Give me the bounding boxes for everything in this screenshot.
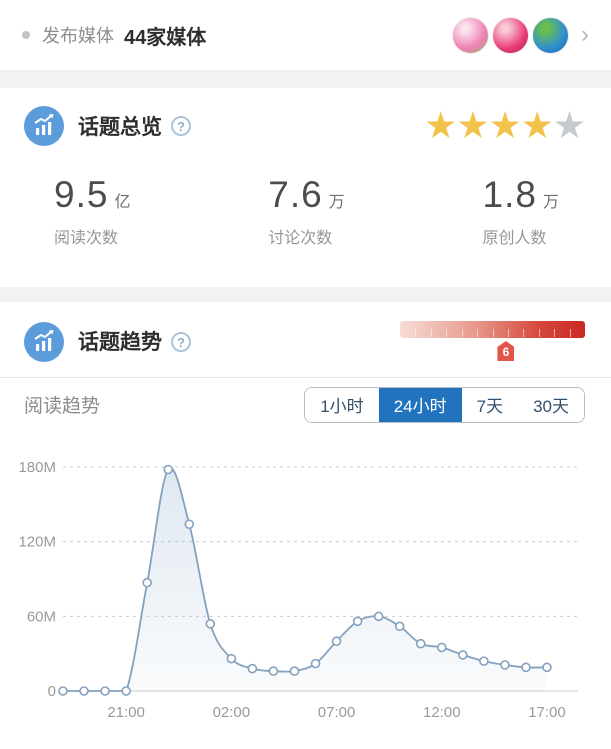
stat-value: 7.6 — [268, 174, 323, 215]
topic-trend-section: 话题趋势 ? 6 阅读趋势 1小时 24小时 7天 30天 0 60M 120M 180M 2… — [0, 302, 611, 746]
tab-30天[interactable]: 30天 — [518, 387, 584, 422]
stat-unit: 万 — [328, 194, 345, 211]
stat-original-authors: 1.8 万 原创人数 — [483, 174, 559, 248]
data-point-marker[interactable] — [205, 619, 216, 629]
data-point-marker[interactable] — [247, 663, 258, 674]
rating-stars: ★ ★ ★ ★ ★ — [424, 105, 586, 146]
gauge-tick — [477, 329, 479, 337]
data-point-marker[interactable] — [373, 611, 384, 622]
data-point-marker[interactable] — [163, 464, 174, 475]
data-point-marker[interactable] — [436, 642, 447, 653]
data-point-marker[interactable] — [289, 666, 300, 676]
publisher-label: 发布媒体 — [42, 26, 114, 46]
stat-discussions: 7.6 万 讨论次数 — [268, 174, 344, 248]
data-point-marker[interactable] — [226, 653, 237, 664]
stat-reads: 9.5 亿 阅读次数 — [54, 174, 130, 248]
heat-gauge-bar — [400, 321, 585, 338]
data-point-marker[interactable] — [394, 621, 405, 632]
star-icon: ★ — [488, 105, 521, 146]
y-axis-tick-label: 180M — [18, 459, 56, 476]
gauge-tick — [430, 329, 432, 337]
chart-trend-icon — [24, 322, 64, 362]
media-avatar-1[interactable] — [452, 16, 489, 54]
data-point-marker[interactable] — [331, 636, 342, 647]
data-point-marker[interactable] — [458, 650, 468, 660]
trend-chart-svg: 0 60M 120M 180M 21:00 02:00 07:00 12:00 17:00 — [18, 459, 578, 721]
x-axis-tick-label: 17:00 — [528, 704, 566, 721]
data-point-marker[interactable] — [58, 686, 68, 696]
gauge-tick — [415, 329, 417, 337]
tab-24小时[interactable]: 24小时 — [378, 387, 462, 422]
section-separator — [0, 70, 611, 88]
stat-unit: 万 — [542, 194, 559, 211]
help-icon[interactable]: ? — [171, 116, 191, 136]
data-point-marker[interactable] — [352, 616, 363, 627]
topic-overview-section: 话题总览 ? ★ ★ ★ ★ ★ 9.5 亿 阅读次数 7.6 万 讨论次数 1.8 万… — [0, 88, 611, 287]
heat-gauge: 6 — [400, 315, 585, 363]
gauge-tick — [523, 329, 525, 337]
x-axis-tick-label: 21:00 — [107, 704, 145, 721]
media-avatar-3[interactable] — [532, 16, 569, 54]
data-point-marker[interactable] — [415, 638, 426, 649]
data-point-marker[interactable] — [79, 686, 89, 696]
media-avatar-2[interactable] — [492, 16, 529, 54]
publisher-count: 44家媒体 — [124, 26, 207, 49]
trend-title: 话题趋势 — [78, 331, 162, 354]
bullet-dot-icon — [22, 31, 30, 39]
data-point-marker[interactable] — [100, 686, 110, 696]
gauge-tick — [461, 329, 463, 337]
star-icon: ★ — [552, 105, 586, 146]
x-axis-tick-label: 12:00 — [423, 704, 461, 721]
data-point-marker[interactable] — [479, 656, 489, 666]
tab-7天[interactable]: 7天 — [461, 387, 519, 422]
chevron-right-icon[interactable]: › — [581, 21, 589, 48]
data-point-marker[interactable] — [184, 519, 195, 530]
gauge-tick — [569, 329, 571, 337]
reading-trend-label: 阅读趋势 — [24, 396, 101, 417]
x-axis-tick-label: 07:00 — [318, 704, 356, 721]
time-range-tabs: 1小时 24小时 7天 30天 — [304, 386, 585, 423]
gauge-tick — [507, 329, 509, 337]
star-icon: ★ — [520, 105, 554, 146]
data-point-marker[interactable] — [121, 686, 131, 696]
stat-label: 原创人数 — [482, 230, 547, 247]
data-point-marker[interactable] — [500, 660, 510, 670]
help-icon[interactable]: ? — [171, 332, 191, 352]
publisher-media-row[interactable]: 发布媒体 44家媒体 › — [0, 0, 611, 70]
data-point-marker[interactable] — [521, 662, 531, 673]
divider — [0, 377, 611, 378]
chart-area-fill — [63, 467, 547, 691]
gauge-tick — [446, 329, 448, 337]
overview-title: 话题总览 — [78, 116, 162, 139]
stat-label: 阅读次数 — [54, 230, 119, 247]
stat-value: 1.8 — [482, 174, 537, 215]
data-point-marker[interactable] — [268, 666, 279, 676]
y-axis-tick-label: 60M — [27, 608, 56, 625]
data-point-marker[interactable] — [142, 577, 152, 588]
gauge-tick — [492, 329, 494, 337]
gauge-tick — [538, 329, 540, 337]
media-avatar-list[interactable] — [452, 16, 569, 54]
data-point-marker[interactable] — [310, 658, 321, 669]
x-axis-tick-label: 02:00 — [213, 704, 251, 721]
y-axis-tick-label: 120M — [18, 534, 56, 551]
overview-stats: 9.5 亿 阅读次数 7.6 万 讨论次数 1.8 万 原创人数 — [0, 174, 611, 248]
reading-trend-chart: 0 60M 120M 180M 21:00 02:00 07:00 12:00 17:00 — [0, 439, 611, 731]
stat-value: 9.5 — [54, 174, 109, 215]
heat-gauge-pointer: 6 — [497, 341, 515, 361]
star-icon: ★ — [456, 105, 489, 146]
chart-trend-icon — [24, 106, 64, 146]
star-icon: ★ — [424, 105, 457, 146]
section-separator — [0, 287, 611, 302]
tab-1小时[interactable]: 1小时 — [305, 387, 379, 422]
y-axis-tick-label: 0 — [48, 683, 56, 700]
stat-unit: 亿 — [114, 194, 131, 211]
stat-label: 讨论次数 — [268, 230, 333, 247]
gauge-tick — [554, 329, 556, 337]
data-point-marker[interactable] — [542, 662, 552, 673]
